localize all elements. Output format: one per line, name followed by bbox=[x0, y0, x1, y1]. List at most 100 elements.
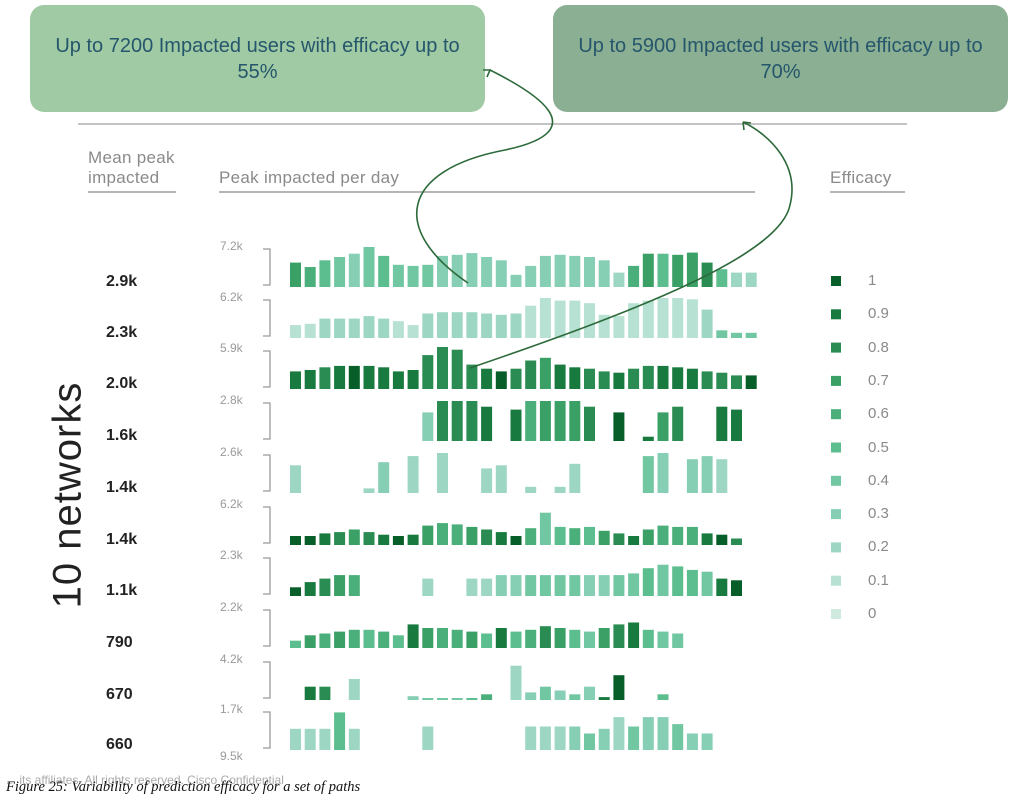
bar bbox=[466, 364, 478, 389]
max-label-1: 7.2k bbox=[220, 239, 243, 253]
bar bbox=[319, 686, 331, 700]
bar bbox=[510, 536, 522, 545]
bar bbox=[731, 538, 742, 545]
bar bbox=[657, 631, 669, 648]
bar bbox=[525, 692, 537, 700]
bar bbox=[495, 575, 507, 596]
bar bbox=[686, 569, 698, 596]
bar bbox=[672, 367, 684, 389]
bar bbox=[378, 631, 390, 648]
bar bbox=[304, 728, 316, 750]
bar bbox=[407, 456, 419, 493]
bar bbox=[422, 313, 434, 338]
callout-right: Up to 5900 Impacted users with efficacy … bbox=[553, 5, 1008, 112]
bar bbox=[334, 365, 346, 389]
bar bbox=[642, 365, 654, 389]
bar bbox=[672, 633, 684, 648]
bar bbox=[539, 686, 551, 700]
bar bbox=[348, 629, 360, 648]
bar bbox=[539, 255, 551, 287]
bar bbox=[584, 733, 595, 750]
bar bbox=[554, 486, 566, 493]
bar bbox=[510, 575, 522, 596]
bar bbox=[598, 697, 610, 700]
bar bbox=[686, 526, 698, 545]
legend-swatch bbox=[831, 575, 841, 586]
callout-left-text: Up to 7200 Impacted users with efficacy … bbox=[55, 34, 460, 83]
bar bbox=[290, 325, 301, 338]
bar bbox=[731, 375, 742, 389]
bar bbox=[481, 633, 493, 648]
range-bracket bbox=[263, 506, 271, 544]
bar bbox=[701, 456, 713, 493]
bar bbox=[304, 267, 316, 287]
legend-label: 0 bbox=[868, 605, 877, 622]
bar bbox=[569, 300, 581, 338]
bar bbox=[716, 372, 728, 389]
bar bbox=[363, 532, 375, 545]
bar bbox=[363, 488, 375, 493]
bar bbox=[642, 253, 654, 287]
bar bbox=[731, 332, 742, 338]
legend-label: 0.8 bbox=[868, 338, 889, 356]
legend-label: 0.1 bbox=[868, 571, 889, 589]
bar bbox=[290, 536, 301, 545]
bar bbox=[319, 633, 331, 648]
bar bbox=[584, 686, 595, 700]
bar bbox=[363, 365, 375, 389]
range-bracket bbox=[263, 402, 271, 440]
bar bbox=[539, 726, 551, 750]
bar bbox=[554, 575, 566, 596]
bar bbox=[613, 316, 625, 338]
arrow-left bbox=[416, 69, 554, 284]
max-label-3: 5.9k bbox=[220, 341, 243, 355]
bar bbox=[657, 412, 669, 441]
bar bbox=[348, 679, 360, 700]
bar bbox=[613, 575, 625, 596]
bar bbox=[642, 717, 654, 750]
mean-value-5: 1.4k bbox=[106, 479, 138, 496]
bar bbox=[598, 728, 610, 750]
mean-value-2: 2.3k bbox=[106, 324, 138, 341]
bar bbox=[348, 365, 360, 389]
bar bbox=[451, 524, 463, 545]
bar bbox=[701, 571, 713, 596]
bar bbox=[686, 252, 698, 287]
header-mean-peak: Mean peak impacted bbox=[88, 148, 176, 193]
bar bbox=[422, 264, 434, 287]
mean-value-8: 790 bbox=[106, 634, 133, 651]
bar bbox=[745, 332, 757, 338]
bar bbox=[319, 533, 331, 545]
bar bbox=[657, 365, 669, 389]
callout-left: Up to 7200 Impacted users with efficacy … bbox=[30, 5, 485, 112]
range-bracket bbox=[263, 350, 271, 388]
bar bbox=[304, 536, 316, 545]
bar bbox=[451, 349, 463, 389]
bar bbox=[657, 253, 669, 287]
bar bbox=[628, 536, 640, 545]
bar bbox=[657, 298, 669, 338]
bar bbox=[392, 371, 404, 389]
bar bbox=[628, 622, 640, 648]
bar bbox=[584, 526, 595, 545]
bar bbox=[437, 347, 448, 389]
mean-value-10: 660 bbox=[106, 736, 133, 753]
legend-label: 0.9 bbox=[868, 305, 889, 323]
bar bbox=[481, 468, 493, 493]
bar bbox=[657, 453, 669, 493]
bar bbox=[554, 628, 566, 648]
max-label-6: 6.2k bbox=[220, 497, 243, 511]
range-bracket bbox=[263, 557, 271, 595]
bar bbox=[569, 575, 581, 596]
bar bbox=[613, 372, 625, 389]
bar bbox=[569, 367, 581, 389]
bar bbox=[451, 629, 463, 648]
bar bbox=[716, 406, 728, 441]
bar bbox=[569, 401, 581, 441]
legend-swatch bbox=[831, 509, 841, 520]
bar bbox=[334, 575, 346, 596]
range-bracket bbox=[263, 454, 271, 492]
bar bbox=[407, 534, 419, 545]
figure-caption: Figure 25: Variability of prediction eff… bbox=[6, 779, 361, 795]
